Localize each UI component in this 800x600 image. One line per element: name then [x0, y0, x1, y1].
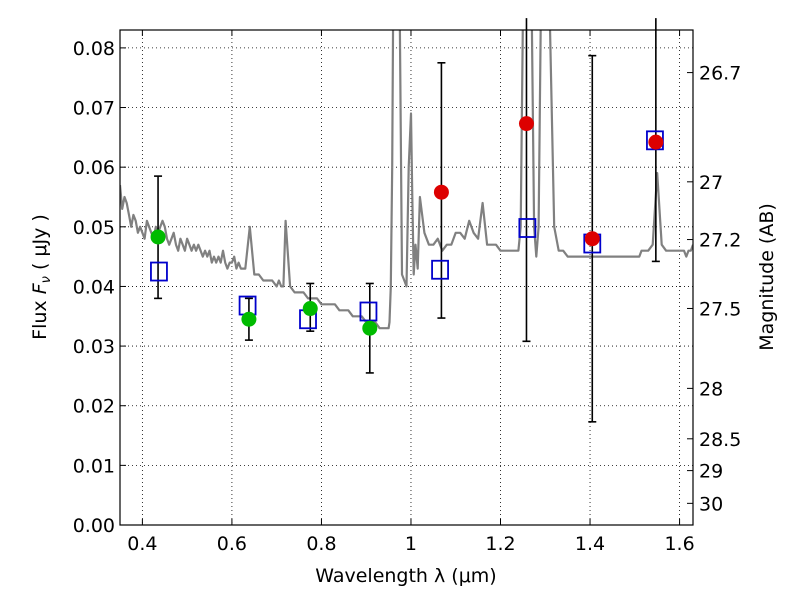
y-axis-title-unit: ( μJy ) [29, 214, 51, 276]
y-tick-label: 0.03 [73, 336, 115, 358]
x-axis-title: Wavelength λ (μm) [315, 565, 496, 587]
model-point [431, 259, 449, 280]
spectrum-line [120, 30, 693, 330]
y-axis-title-symbol: F [29, 282, 51, 294]
x-tick-label: 1.6 [664, 533, 694, 555]
model-point [359, 301, 378, 322]
x-tick-label: 0.4 [127, 533, 157, 555]
x-tick-label: 1.4 [575, 533, 605, 555]
y-tick-label: 0.00 [73, 515, 115, 537]
plot-layer [120, 30, 693, 330]
y-tick-label: 0.06 [73, 157, 115, 179]
y-tick-label: 0.07 [73, 98, 115, 120]
y-tick-label: 0.05 [73, 217, 115, 239]
x-tick-label: 0.6 [217, 533, 247, 555]
y-axis-title-prefix: Flux [29, 294, 51, 340]
model-point [518, 218, 537, 238]
model-point [238, 295, 257, 316]
tick-layer: 0.4 0.6 0.8 1 1.2 1.4 1.6 0.00 0.01 0.02 0.03 0.04 0… [73, 30, 741, 555]
x-tick-label: 0.8 [306, 533, 336, 555]
optical-point [150, 229, 166, 245]
nir-point [518, 116, 534, 132]
right-tick-label: 27.2 [699, 230, 741, 252]
optical-point [302, 301, 318, 317]
y-tick-label: 0.04 [73, 276, 115, 298]
nir-point [433, 184, 449, 200]
y-axis-title-subscript: ν [39, 276, 54, 283]
right-tick-label: 27.5 [699, 298, 741, 320]
right-tick-label: 28.5 [699, 429, 741, 451]
optical-point [362, 320, 378, 336]
right-tick-label: 28 [699, 378, 723, 400]
grid-layer [120, 30, 693, 526]
right-tick-label: 27 [699, 172, 723, 194]
x-tick-label: 1.2 [485, 533, 515, 555]
marker-layer [150, 18, 664, 423]
nir-point [648, 134, 664, 150]
plot-frame [119, 29, 694, 526]
nir-point [584, 231, 600, 247]
y-tick-label: 0.02 [73, 396, 115, 418]
optical-point [241, 311, 257, 327]
y-axis-title: Flux Fν ( μJy ) [29, 214, 54, 340]
right-tick-label: 26.7 [699, 63, 741, 85]
right-tick-label: 29 [699, 461, 723, 483]
right-axis-title: Magnitude (AB) [756, 203, 778, 351]
model-point [150, 261, 168, 282]
y-tick-label: 0.01 [73, 455, 115, 477]
x-tick-label: 1 [405, 533, 417, 555]
y-tick-label: 0.08 [73, 38, 115, 60]
right-tick-label: 30 [699, 493, 723, 515]
